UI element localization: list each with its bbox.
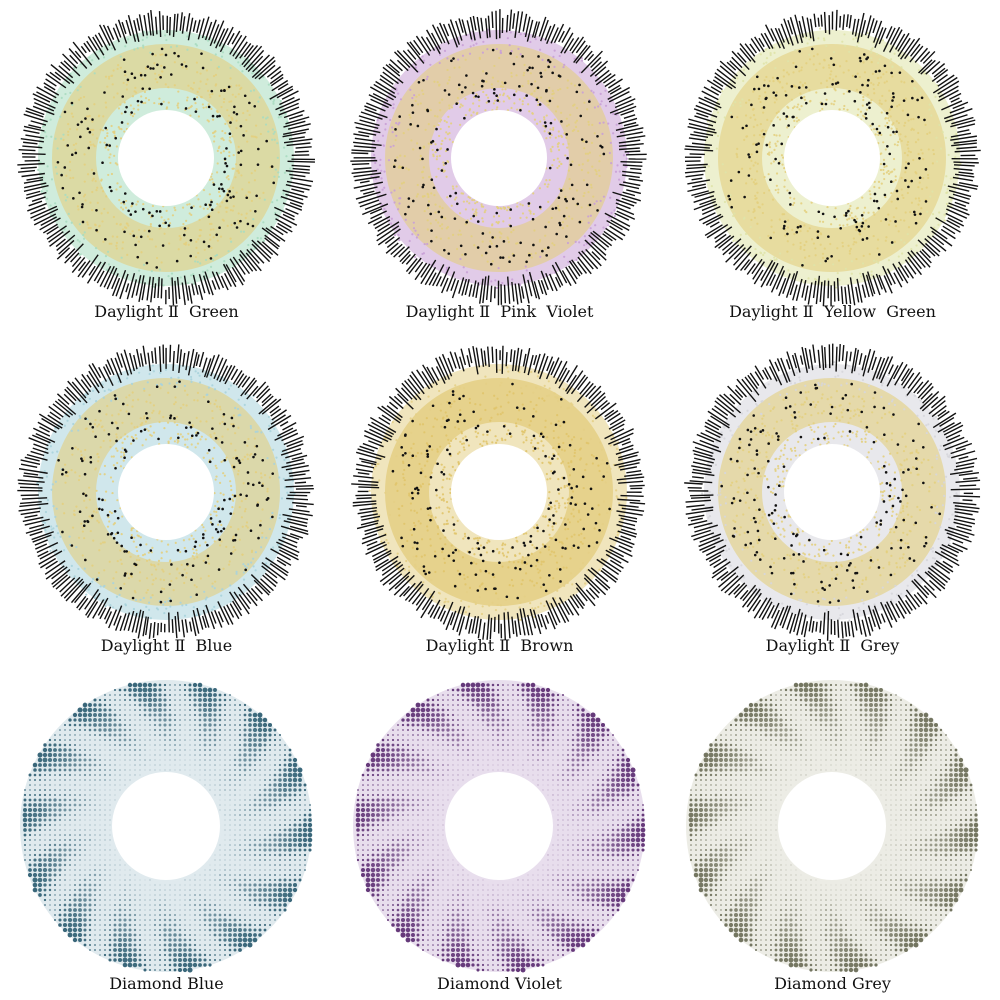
lens-caption: Daylight Ⅱ Grey — [765, 636, 900, 655]
lens-caption: Daylight Ⅱ Green — [94, 302, 239, 321]
lens-image — [682, 342, 982, 642]
lens-card-daylight-yellow-green: Daylight Ⅱ Yellow Green — [666, 0, 999, 333]
lens-caption: Diamond Blue — [109, 974, 224, 993]
lens-card-daylight-pink-violet: Daylight Ⅱ Pink Violet — [333, 0, 666, 333]
lens-caption: Daylight Ⅱ Brown — [425, 636, 574, 655]
lens-image — [349, 8, 649, 308]
lens-image — [16, 676, 316, 976]
lens-card-daylight-brown: Daylight Ⅱ Brown — [333, 334, 666, 667]
lens-card-diamond-violet: Diamond Violet — [333, 664, 666, 997]
lens-caption: Daylight Ⅱ Blue — [100, 636, 233, 655]
lens-caption: Daylight Ⅱ Yellow Green — [729, 302, 936, 321]
lens-caption: Daylight Ⅱ Pink Violet — [405, 302, 594, 321]
lens-card-daylight-blue: Daylight Ⅱ Blue — [0, 334, 333, 667]
lens-card-diamond-grey: Diamond Grey — [666, 664, 999, 997]
lens-image — [16, 342, 316, 642]
lens-image — [682, 676, 982, 976]
lens-caption: Diamond Grey — [774, 974, 891, 993]
lens-caption: Diamond Violet — [437, 974, 562, 993]
lens-image — [349, 676, 649, 976]
lens-card-diamond-blue: Diamond Blue — [0, 664, 333, 997]
lens-image — [682, 8, 982, 308]
lens-image — [16, 8, 316, 308]
lens-image — [349, 342, 649, 642]
lens-card-daylight-green: Daylight Ⅱ Green — [0, 0, 333, 333]
lens-card-daylight-grey: Daylight Ⅱ Grey — [666, 334, 999, 667]
